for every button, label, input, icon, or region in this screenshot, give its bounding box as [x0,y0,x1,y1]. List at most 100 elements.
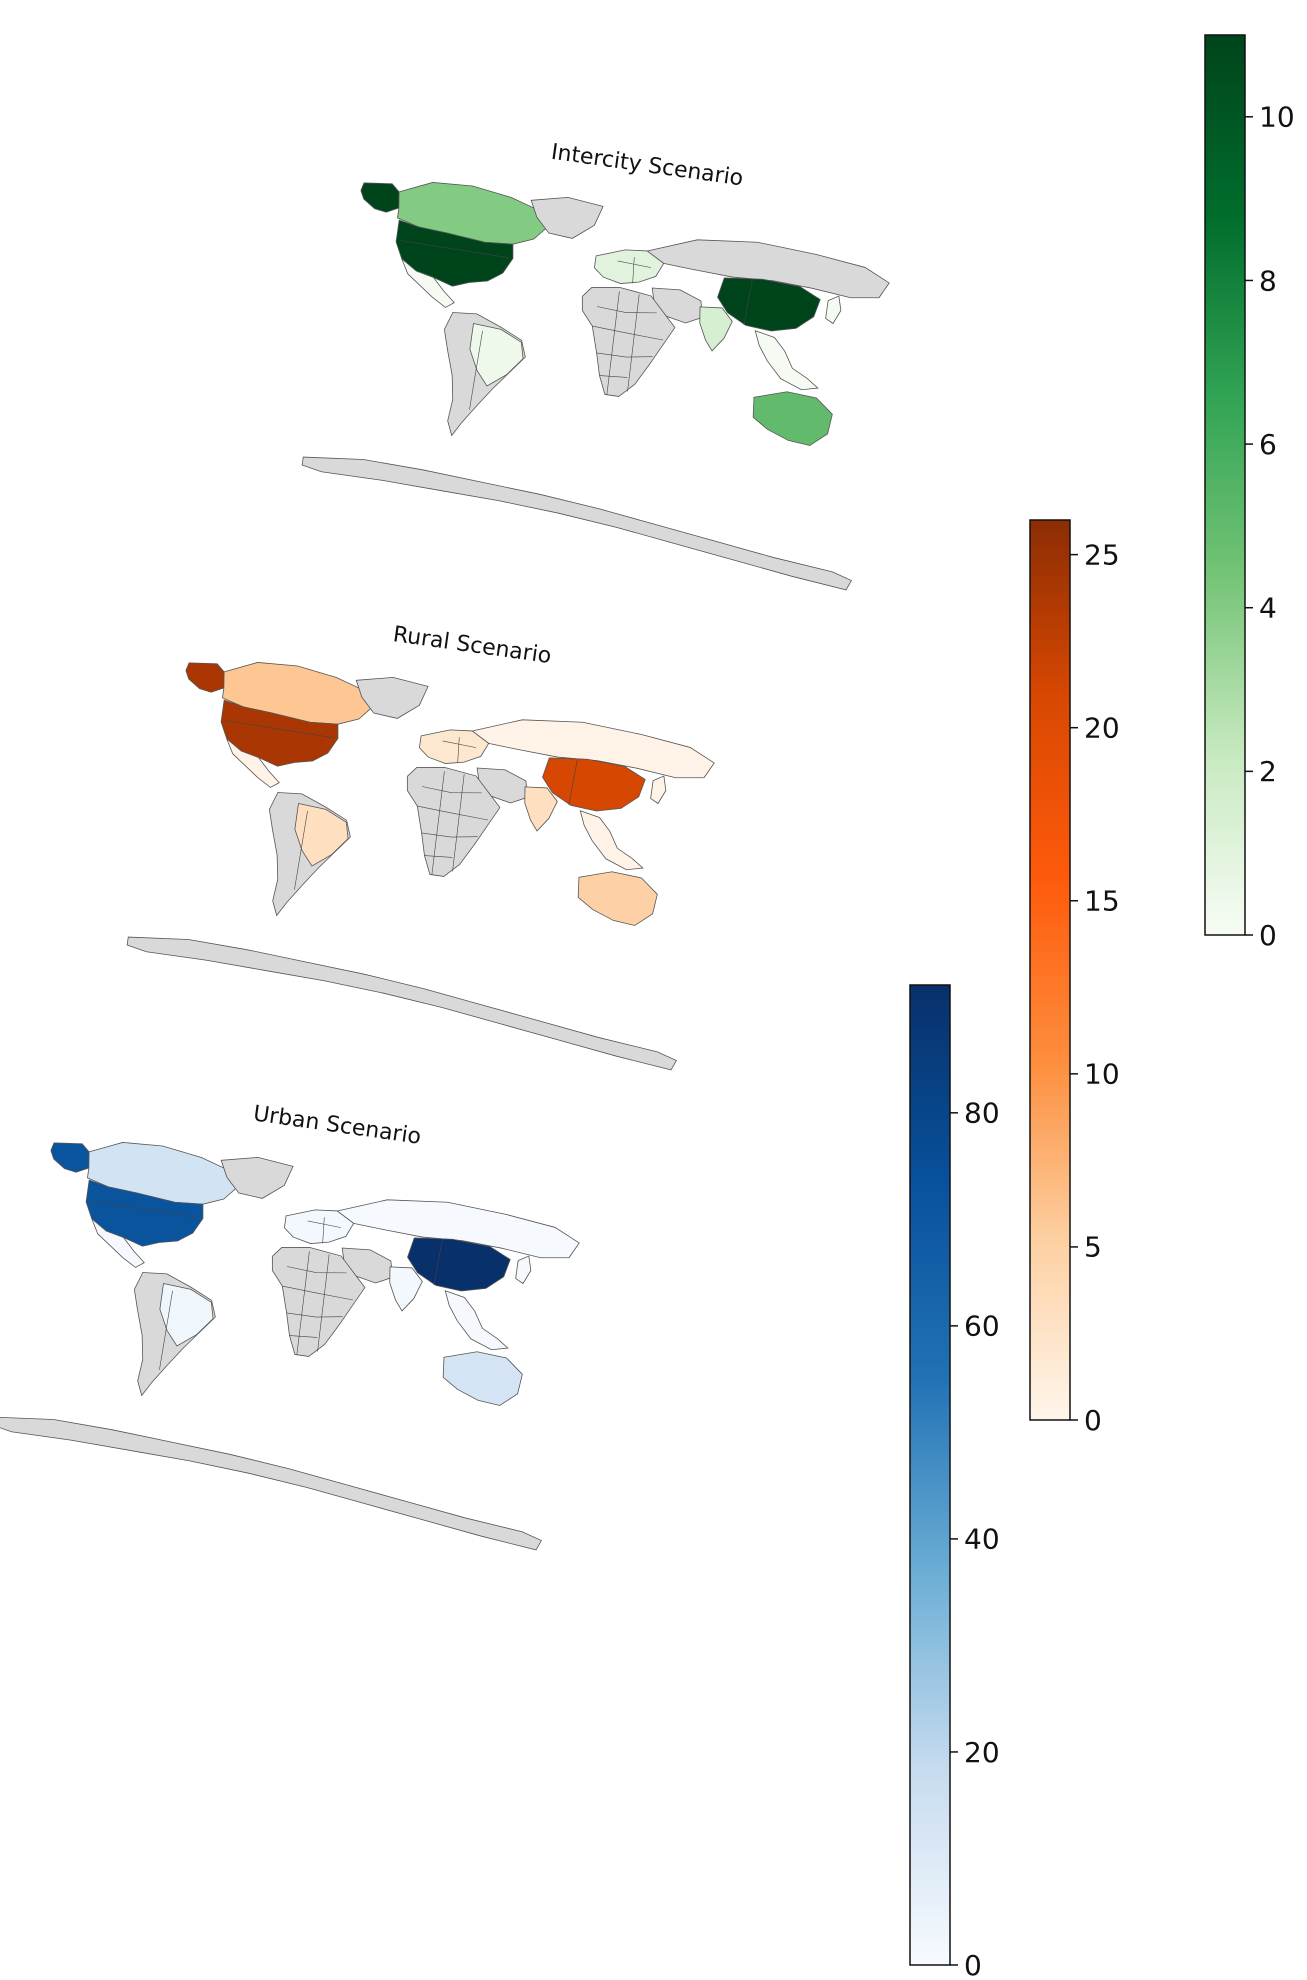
region-japan [650,775,667,805]
colorbar-rural: 0 5 10 15 20 25 [1029,519,1120,1437]
border-line [632,257,635,284]
border-line [592,325,664,341]
colorbar-tick-label: 5 [1084,1231,1102,1264]
region-mexico [401,258,455,308]
border-line [452,774,465,872]
map-rural: Rural Scenario [126,622,715,1071]
map-title: Rural Scenario [391,622,552,669]
border-line [307,1220,342,1228]
region-japan [825,295,842,325]
region-australia [442,1351,523,1406]
region-india [389,1266,423,1312]
border-line [424,855,453,858]
colorbar-tick-label: 15 [1084,885,1120,918]
colorbar-tick-label: 0 [1084,1404,1102,1437]
colorbar-tick-label: 8 [1259,264,1277,297]
region-africa [581,287,676,397]
border-line [225,720,335,739]
colorbar-tick-label: 0 [964,1949,982,1980]
region-brazil [294,802,349,867]
region-alaska [50,1142,90,1173]
border-line [596,352,653,358]
map-intercity: Intercity Scenario [301,140,890,591]
border-line [469,330,483,410]
colorbar-tick-label: 60 [964,1310,1000,1343]
region-india [699,306,733,352]
border-line [289,1335,318,1338]
region-brazil [469,322,524,387]
colorbar-tick-label: 10 [1259,101,1295,134]
colorbar-tick-label: 10 [1084,1058,1120,1091]
border-line [400,240,510,259]
region-japan [515,1255,532,1285]
border-line [322,1217,325,1244]
colorbar-tick-label: 6 [1259,428,1277,461]
border-line [282,1285,354,1301]
region-seasia [579,810,644,871]
border-line [417,805,489,821]
border-line [294,810,308,890]
border-line [296,1251,310,1355]
region-canada [222,662,374,725]
region-alaska [185,662,225,693]
colorbar-tick-label: 80 [964,1097,1000,1130]
region-africa [406,767,501,877]
region-china [717,277,821,332]
colorbar-tick-label: 20 [964,1736,1000,1769]
colorbar-intercity: 0 2 4 6 8 10 [1204,34,1295,952]
colorbar-tick-label: 40 [964,1523,1000,1556]
region-russia [471,719,715,779]
region-canada [87,1142,239,1205]
region-mexico [226,738,280,788]
border-line [597,306,657,314]
region-russia [646,239,890,299]
region-australia [752,391,833,446]
border-line [457,737,460,764]
map-title: Urban Scenario [252,1101,423,1149]
region-australia [577,871,658,926]
border-line [627,294,640,392]
map-title: Intercity Scenario [550,140,745,192]
region-seasia [754,330,819,391]
border-line [617,260,652,268]
colorbar-tick-label: 4 [1259,592,1277,625]
region-china [407,1237,511,1292]
region-india [524,786,558,832]
colorbar-tick-label: 0 [1259,919,1277,952]
colorbar-gradient [1029,519,1071,1421]
region-china [542,757,646,812]
region-antarctica [0,1416,542,1551]
region-antarctica [126,936,677,1071]
border-line [159,1290,173,1370]
border-line [442,740,477,748]
colorbar-gradient [1204,34,1246,936]
border-line [421,832,478,838]
region-brazil [159,1282,214,1347]
colorbar-urban: 0 20 40 60 80 [909,984,1000,1980]
border-line [433,1239,443,1286]
border-line [743,279,753,326]
colorbar-tick-label: 2 [1259,755,1277,788]
border-line [422,786,482,794]
region-seasia [444,1290,509,1351]
colorbar-tick-label: 25 [1084,538,1120,571]
region-russia [336,1199,580,1259]
border-line [287,1266,347,1274]
region-europe [284,1209,355,1244]
region-greenland [220,1156,294,1199]
region-africa [271,1247,366,1357]
border-line [599,375,628,378]
border-line [431,771,445,875]
region-alaska [360,182,400,213]
region-europe [419,729,490,764]
region-greenland [355,676,429,719]
map-urban: Urban Scenario [0,1101,580,1551]
colorbar-tick-label: 20 [1084,711,1120,744]
region-canada [397,182,549,245]
colorbar-gradient [909,984,951,1966]
border-line [606,291,620,395]
region-mexico [91,1218,145,1268]
border-line [286,1312,343,1318]
border-line [90,1200,200,1219]
